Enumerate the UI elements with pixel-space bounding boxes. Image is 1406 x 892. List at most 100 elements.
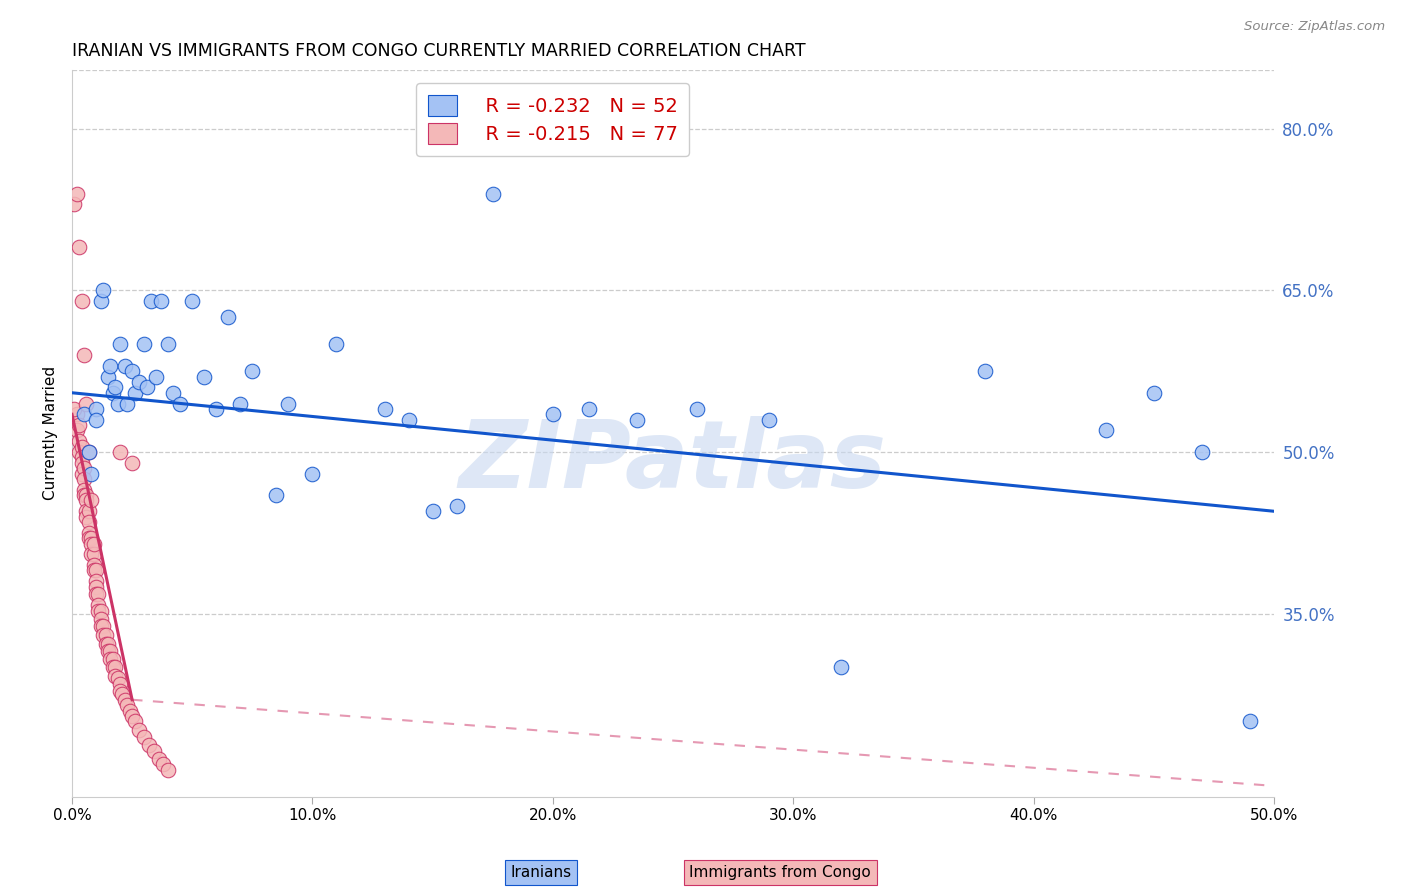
Point: [91, 628, 114, 642]
Text: Iranians: Iranians: [510, 865, 572, 880]
Point: [142, 744, 165, 758]
Point: [101, 652, 124, 666]
Point: [77, 504, 100, 518]
Point: [84, 574, 107, 589]
Point: [626, 413, 648, 427]
Point: [73, 348, 96, 362]
Text: Source: ZipAtlas.com: Source: ZipAtlas.com: [1244, 20, 1385, 33]
Point: [97, 637, 120, 651]
Point: [121, 709, 143, 723]
Point: [1143, 385, 1166, 400]
Point: [117, 396, 139, 410]
Point: [75, 504, 97, 518]
Y-axis label: Currently Married: Currently Married: [44, 366, 58, 500]
Point: [148, 752, 170, 766]
Point: [63, 197, 86, 211]
Point: [67, 418, 90, 433]
Point: [80, 467, 103, 481]
Point: [149, 294, 172, 309]
Text: ZIPatlas: ZIPatlas: [458, 417, 887, 508]
Point: [124, 714, 146, 729]
Point: [107, 671, 129, 685]
Point: [83, 564, 105, 578]
Point: [422, 504, 444, 518]
Point: [90, 604, 112, 618]
Point: [84, 564, 107, 578]
Point: [77, 445, 100, 459]
Point: [75, 509, 97, 524]
Point: [134, 337, 156, 351]
Point: [108, 445, 131, 459]
Point: [541, 407, 564, 421]
Point: [205, 401, 228, 416]
Point: [481, 186, 503, 201]
Point: [67, 445, 90, 459]
Point: [1239, 714, 1261, 729]
Point: [1094, 424, 1116, 438]
Point: [66, 407, 89, 421]
Point: [90, 294, 112, 309]
Point: [398, 413, 420, 427]
Point: [73, 483, 96, 497]
Point: [63, 401, 86, 416]
Point: [229, 396, 252, 410]
Point: [101, 385, 124, 400]
Point: [87, 604, 110, 618]
Point: [66, 424, 89, 438]
Point: [70, 456, 93, 470]
Point: [70, 467, 93, 481]
Point: [157, 337, 180, 351]
Point: [94, 628, 117, 642]
Point: [686, 401, 709, 416]
Point: [373, 401, 395, 416]
Point: [277, 396, 299, 410]
Point: [101, 660, 124, 674]
Point: [75, 488, 97, 502]
Point: [94, 637, 117, 651]
Point: [118, 704, 141, 718]
Point: [70, 294, 93, 309]
Point: [100, 652, 122, 666]
Point: [80, 536, 103, 550]
Point: [240, 364, 263, 378]
Point: [80, 531, 103, 545]
Point: [121, 364, 143, 378]
Point: [830, 660, 852, 674]
Point: [83, 536, 105, 550]
Point: [114, 692, 136, 706]
Point: [446, 499, 468, 513]
Point: [1191, 445, 1213, 459]
Point: [67, 240, 90, 254]
Point: [128, 375, 150, 389]
Point: [67, 434, 90, 449]
Point: [87, 598, 110, 612]
Point: [100, 644, 122, 658]
Point: [301, 467, 323, 481]
Point: [107, 396, 129, 410]
Point: [91, 284, 114, 298]
Point: [104, 660, 127, 674]
Point: [758, 413, 780, 427]
Point: [75, 493, 97, 508]
Point: [77, 515, 100, 529]
Point: [124, 385, 146, 400]
Point: [145, 369, 167, 384]
Point: [108, 676, 131, 690]
Point: [70, 440, 93, 454]
Point: [157, 763, 180, 777]
Point: [121, 456, 143, 470]
Point: [100, 359, 122, 373]
Point: [90, 612, 112, 626]
Point: [169, 396, 191, 410]
Point: [114, 359, 136, 373]
Text: IRANIAN VS IMMIGRANTS FROM CONGO CURRENTLY MARRIED CORRELATION CHART: IRANIAN VS IMMIGRANTS FROM CONGO CURRENT…: [72, 42, 806, 60]
Point: [97, 369, 120, 384]
Point: [84, 413, 107, 427]
Point: [141, 294, 163, 309]
Point: [90, 619, 112, 633]
Point: [152, 757, 174, 772]
Point: [974, 364, 997, 378]
Point: [83, 558, 105, 573]
Point: [73, 461, 96, 475]
Point: [91, 619, 114, 633]
